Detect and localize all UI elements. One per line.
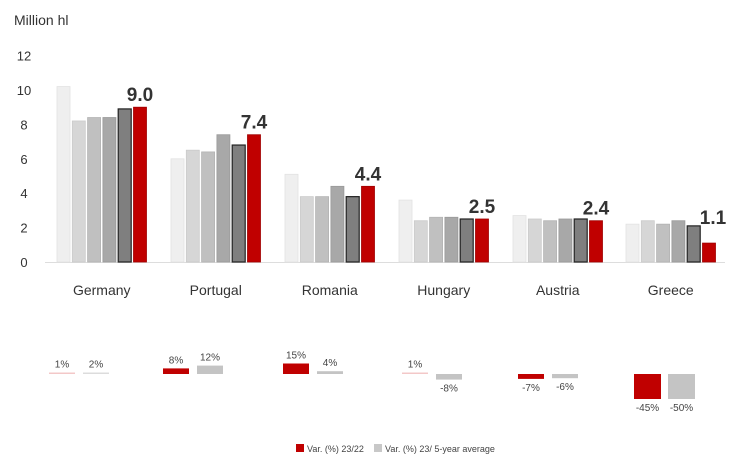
variance-bar-var-23-22-portugal — [163, 368, 189, 374]
variance-label-var-23-5y-austria: -6% — [556, 382, 574, 393]
y-axis-ticks: 0 2 4 6 8 10 12 — [17, 49, 31, 270]
variance-label-var-23-22-romania: 15% — [286, 351, 306, 362]
bar-portugal-year-2 — [185, 149, 200, 263]
variance-bar-var-23-5y-hungary — [436, 374, 462, 380]
bar-romania-2023 — [361, 185, 375, 263]
variance-indicators: 1% 2% 8% 12% 15% 4% 1% -8% -7% -6% -45% -50% — [49, 351, 695, 414]
variance-bar-var-23-22-hungary — [402, 372, 428, 374]
data-label-greece: 1.1 — [700, 208, 727, 229]
variance-label-var-23-22-germany: 1% — [55, 360, 70, 371]
variance-bar-var-23-22-greece — [634, 374, 661, 399]
category-labels: Germany Portugal Romania Hungary Austria Gree… — [73, 282, 694, 298]
bar-germany-year-3 — [87, 117, 101, 263]
data-labels: 9.0 7.4 4.4 2.5 2.4 1.1 — [127, 85, 727, 229]
legend-swatch-var-23-5y — [374, 444, 382, 452]
variance-bar-var-23-5y-romania — [317, 371, 343, 374]
bar-germany-year-1 — [56, 86, 71, 263]
legend-label-var-23-22: Var. (%) 23/22 — [307, 444, 364, 454]
bar-romania-2022 — [345, 196, 360, 263]
bar-germany-2023 — [133, 106, 147, 263]
variance-bar-var-23-5y-greece — [668, 374, 695, 399]
variance-label-var-23-22-hungary: 1% — [408, 360, 423, 371]
bar-hungary-2023 — [475, 218, 489, 263]
variance-label-var-23-22-austria: -7% — [522, 383, 540, 394]
bars — [56, 86, 716, 263]
bar-portugal-year-3 — [201, 151, 216, 263]
y-tick-label: 4 — [20, 186, 27, 201]
bar-greece-2023 — [702, 242, 716, 263]
data-label-hungary: 2.5 — [469, 197, 496, 218]
category-label-greece: Greece — [648, 282, 694, 298]
variance-bar-var-23-5y-germany — [83, 372, 109, 374]
bar-austria-year-2 — [527, 218, 542, 263]
bar-hungary-2022 — [459, 218, 474, 263]
bar-romania-year-1 — [284, 173, 299, 263]
category-label-germany: Germany — [73, 282, 131, 298]
y-tick-label: 0 — [20, 255, 27, 270]
variance-label-var-23-5y-germany: 2% — [89, 360, 104, 371]
bar-germany-year-4 — [102, 117, 117, 263]
bar-portugal-year-1 — [170, 158, 185, 263]
bar-austria-2023 — [589, 220, 603, 263]
bar-greece-2022 — [686, 225, 701, 263]
bar-portugal-2022 — [231, 144, 246, 263]
bar-romania-year-4 — [330, 185, 345, 263]
variance-bar-var-23-22-romania — [283, 363, 309, 374]
variance-bar-var-23-22-germany — [49, 372, 75, 374]
y-tick-label: 10 — [17, 83, 31, 98]
y-tick-label: 12 — [17, 49, 31, 64]
variance-bar-var-23-22-austria — [518, 374, 544, 379]
category-label-hungary: Hungary — [417, 282, 470, 298]
bar-austria-2022 — [573, 218, 588, 263]
bar-austria-year-4 — [558, 218, 573, 263]
bar-austria-year-3 — [543, 220, 557, 263]
variance-label-var-23-5y-greece: -50% — [670, 403, 693, 414]
bar-greece-year-3 — [656, 223, 670, 263]
y-tick-label: 2 — [20, 221, 27, 236]
variance-label-var-23-22-portugal: 8% — [169, 355, 184, 366]
y-tick-label: 8 — [20, 117, 27, 132]
variance-label-var-23-5y-hungary: -8% — [440, 384, 458, 395]
bar-hungary-year-1 — [398, 199, 413, 263]
data-label-austria: 2.4 — [583, 199, 610, 220]
bar-austria-year-1 — [512, 215, 527, 263]
legend: Var. (%) 23/22 Var. (%) 23/ 5-year avera… — [296, 444, 495, 454]
bar-romania-year-2 — [299, 196, 314, 263]
variance-bar-var-23-5y-austria — [552, 374, 578, 379]
bar-greece-year-2 — [640, 220, 655, 263]
category-label-romania: Romania — [302, 282, 358, 298]
bar-hungary-year-3 — [429, 216, 444, 263]
bar-portugal-year-4 — [216, 134, 231, 263]
data-label-romania: 4.4 — [355, 164, 382, 185]
bar-germany-year-2 — [71, 120, 86, 263]
y-axis-label: Million hl — [14, 12, 68, 28]
category-label-portugal: Portugal — [190, 282, 242, 298]
legend-label-var-23-5y: Var. (%) 23/ 5-year average — [385, 444, 495, 454]
bar-hungary-year-4 — [444, 216, 459, 263]
bar-greece-year-1 — [625, 223, 640, 263]
data-label-portugal: 7.4 — [241, 113, 268, 134]
variance-label-var-23-5y-romania: 4% — [323, 358, 338, 369]
data-label-germany: 9.0 — [127, 85, 153, 106]
bar-portugal-2023 — [247, 134, 261, 263]
y-tick-label: 6 — [20, 152, 27, 167]
category-label-austria: Austria — [536, 282, 580, 298]
bar-germany-2022 — [117, 108, 132, 263]
bar-romania-year-3 — [315, 196, 330, 263]
bar-hungary-year-2 — [413, 220, 428, 263]
variance-label-var-23-5y-portugal: 12% — [200, 353, 220, 364]
variance-bar-var-23-5y-portugal — [197, 365, 223, 374]
variance-label-var-23-22-greece: -45% — [636, 403, 659, 414]
bar-greece-year-4 — [671, 220, 686, 263]
legend-swatch-var-23-22 — [296, 444, 304, 452]
